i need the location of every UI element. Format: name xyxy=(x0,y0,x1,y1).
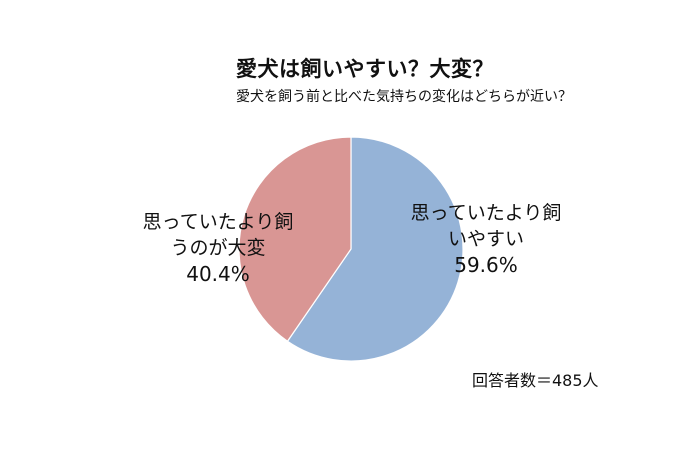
chart-title: 愛犬は飼いやすい？大変？ xyxy=(236,57,494,81)
respondents-count: 回答者数＝485人 xyxy=(472,371,599,390)
slice-label-easy-percent: 59.6% xyxy=(454,253,518,277)
slice-label-hard-percent: 40.4% xyxy=(186,262,250,286)
slice-label-hard: 思っていたより飼 うのが大変 40.4% xyxy=(138,209,298,287)
chart-subtitle: 愛犬を飼う前と比べた気持ちの変化はどちらが近い？ xyxy=(236,89,572,105)
slice-label-easy-category: 思っていたより飼 いやすい xyxy=(410,202,562,250)
pie-slice-easy xyxy=(286,136,464,362)
slice-label-easy: 思っていたより飼 いやすい 59.6% xyxy=(406,200,566,278)
pie-slice-hard xyxy=(238,136,352,343)
slice-label-hard-category: 思っていたより飼 うのが大変 xyxy=(142,211,294,259)
